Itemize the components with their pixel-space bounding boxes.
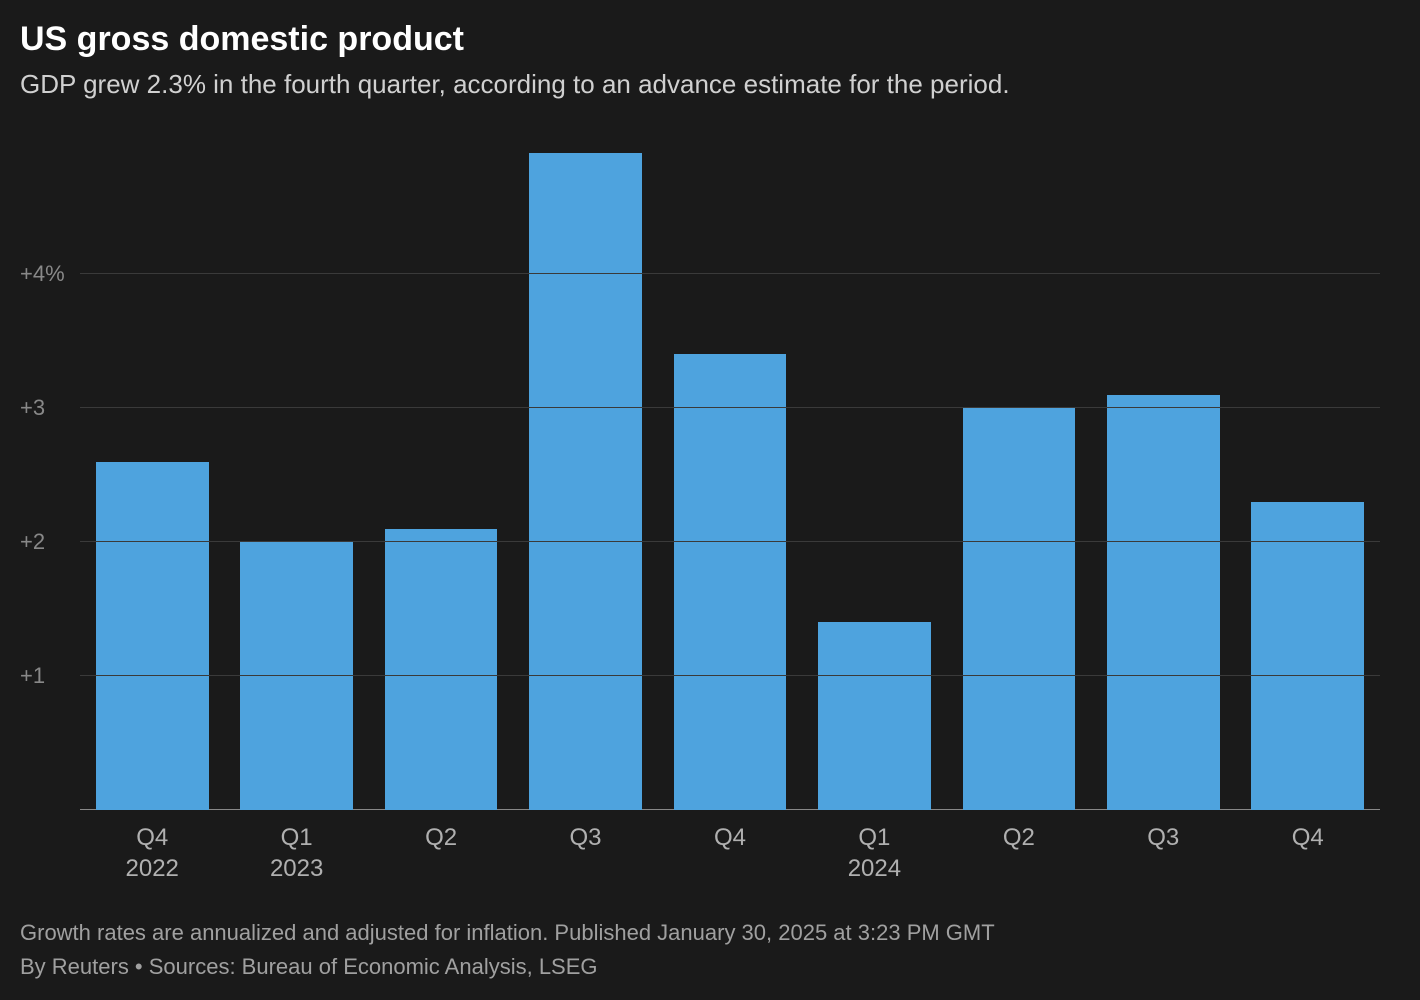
bar <box>674 354 787 810</box>
x-tick-year: 2023 <box>224 853 368 884</box>
chart-source: By Reuters • Sources: Bureau of Economic… <box>20 954 1400 980</box>
x-tick: Q12023 <box>224 810 368 910</box>
x-tick-quarter: Q1 <box>224 822 368 853</box>
gridline <box>80 273 1380 274</box>
chart-title: US gross domestic product <box>20 20 1400 59</box>
bar-slot <box>1091 140 1235 810</box>
bar-group <box>80 140 1380 810</box>
bar-slot <box>947 140 1091 810</box>
x-tick-year: 2022 <box>80 853 224 884</box>
bar <box>385 529 498 810</box>
chart-subtitle: GDP grew 2.3% in the fourth quarter, acc… <box>20 69 1400 100</box>
x-tick-quarter: Q4 <box>658 822 802 853</box>
x-tick-quarter: Q2 <box>947 822 1091 853</box>
x-tick: Q4 <box>1236 810 1380 910</box>
y-tick-label: +3 <box>20 395 75 421</box>
x-tick-quarter: Q4 <box>80 822 224 853</box>
x-tick: Q2 <box>947 810 1091 910</box>
x-tick: Q3 <box>1091 810 1235 910</box>
y-tick-label: +4% <box>20 261 75 287</box>
bar <box>818 622 931 810</box>
x-tick-quarter: Q4 <box>1236 822 1380 853</box>
bar-slot <box>224 140 368 810</box>
y-tick-label: +1 <box>20 663 75 689</box>
x-axis: Q42022Q12023Q2Q3Q4Q12024Q2Q3Q4 <box>80 810 1380 910</box>
gridline <box>80 407 1380 408</box>
x-tick: Q2 <box>369 810 513 910</box>
x-tick-quarter: Q2 <box>369 822 513 853</box>
x-tick-year: 2024 <box>802 853 946 884</box>
chart-footer: Growth rates are annualized and adjusted… <box>20 920 1400 980</box>
x-tick: Q12024 <box>802 810 946 910</box>
bar-slot <box>1236 140 1380 810</box>
x-tick: Q4 <box>658 810 802 910</box>
bar-slot <box>80 140 224 810</box>
x-tick: Q3 <box>513 810 657 910</box>
bar <box>529 153 642 810</box>
x-tick-quarter: Q3 <box>1091 822 1235 853</box>
x-tick-quarter: Q1 <box>802 822 946 853</box>
bar-slot <box>513 140 657 810</box>
bar-slot <box>802 140 946 810</box>
bar <box>240 542 353 810</box>
plot-area: +1+2+3+4% <box>80 140 1380 810</box>
chart-note: Growth rates are annualized and adjusted… <box>20 920 1400 946</box>
bar <box>1251 502 1364 810</box>
chart-container: US gross domestic product GDP grew 2.3% … <box>0 0 1420 1000</box>
bar <box>1107 395 1220 810</box>
bar-slot <box>369 140 513 810</box>
x-tick: Q42022 <box>80 810 224 910</box>
x-tick-quarter: Q3 <box>513 822 657 853</box>
gridline <box>80 675 1380 676</box>
y-tick-label: +2 <box>20 529 75 555</box>
bar <box>963 408 1076 810</box>
chart-area: +1+2+3+4% Q42022Q12023Q2Q3Q4Q12024Q2Q3Q4 <box>20 140 1400 910</box>
bar <box>96 462 209 810</box>
bar-slot <box>658 140 802 810</box>
gridline <box>80 541 1380 542</box>
